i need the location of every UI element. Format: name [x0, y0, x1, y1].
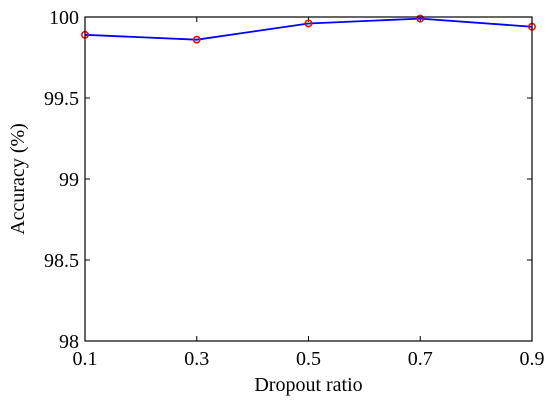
y-tick-label: 98 — [59, 331, 79, 353]
y-tick-label: 99 — [59, 169, 79, 191]
series-line — [84, 17, 533, 41]
data-point — [304, 19, 313, 28]
y-tick-labels: 98 98.5 99 99.5 100 — [44, 7, 79, 353]
x-tick-label: 0.3 — [184, 348, 209, 370]
tick-marks — [84, 16, 533, 342]
series-layer — [81, 14, 536, 44]
y-tick-label: 98.5 — [44, 250, 79, 272]
plot-frame — [84, 16, 533, 342]
x-tick-label: 0.7 — [408, 348, 433, 370]
y-axis-label: Accuracy (%) — [7, 123, 29, 235]
y-tick-label: 99.5 — [44, 88, 79, 110]
data-point — [192, 35, 201, 44]
x-tick-label: 0.1 — [73, 348, 98, 370]
y-tick-label: 100 — [49, 7, 79, 29]
x-tick-label: 0.9 — [520, 348, 545, 370]
x-axis-label: Dropout ratio — [254, 374, 362, 396]
data-point — [416, 14, 425, 23]
x-tick-labels: 0.1 0.3 0.5 0.7 0.9 — [73, 348, 545, 370]
x-tick-label: 0.5 — [296, 348, 321, 370]
